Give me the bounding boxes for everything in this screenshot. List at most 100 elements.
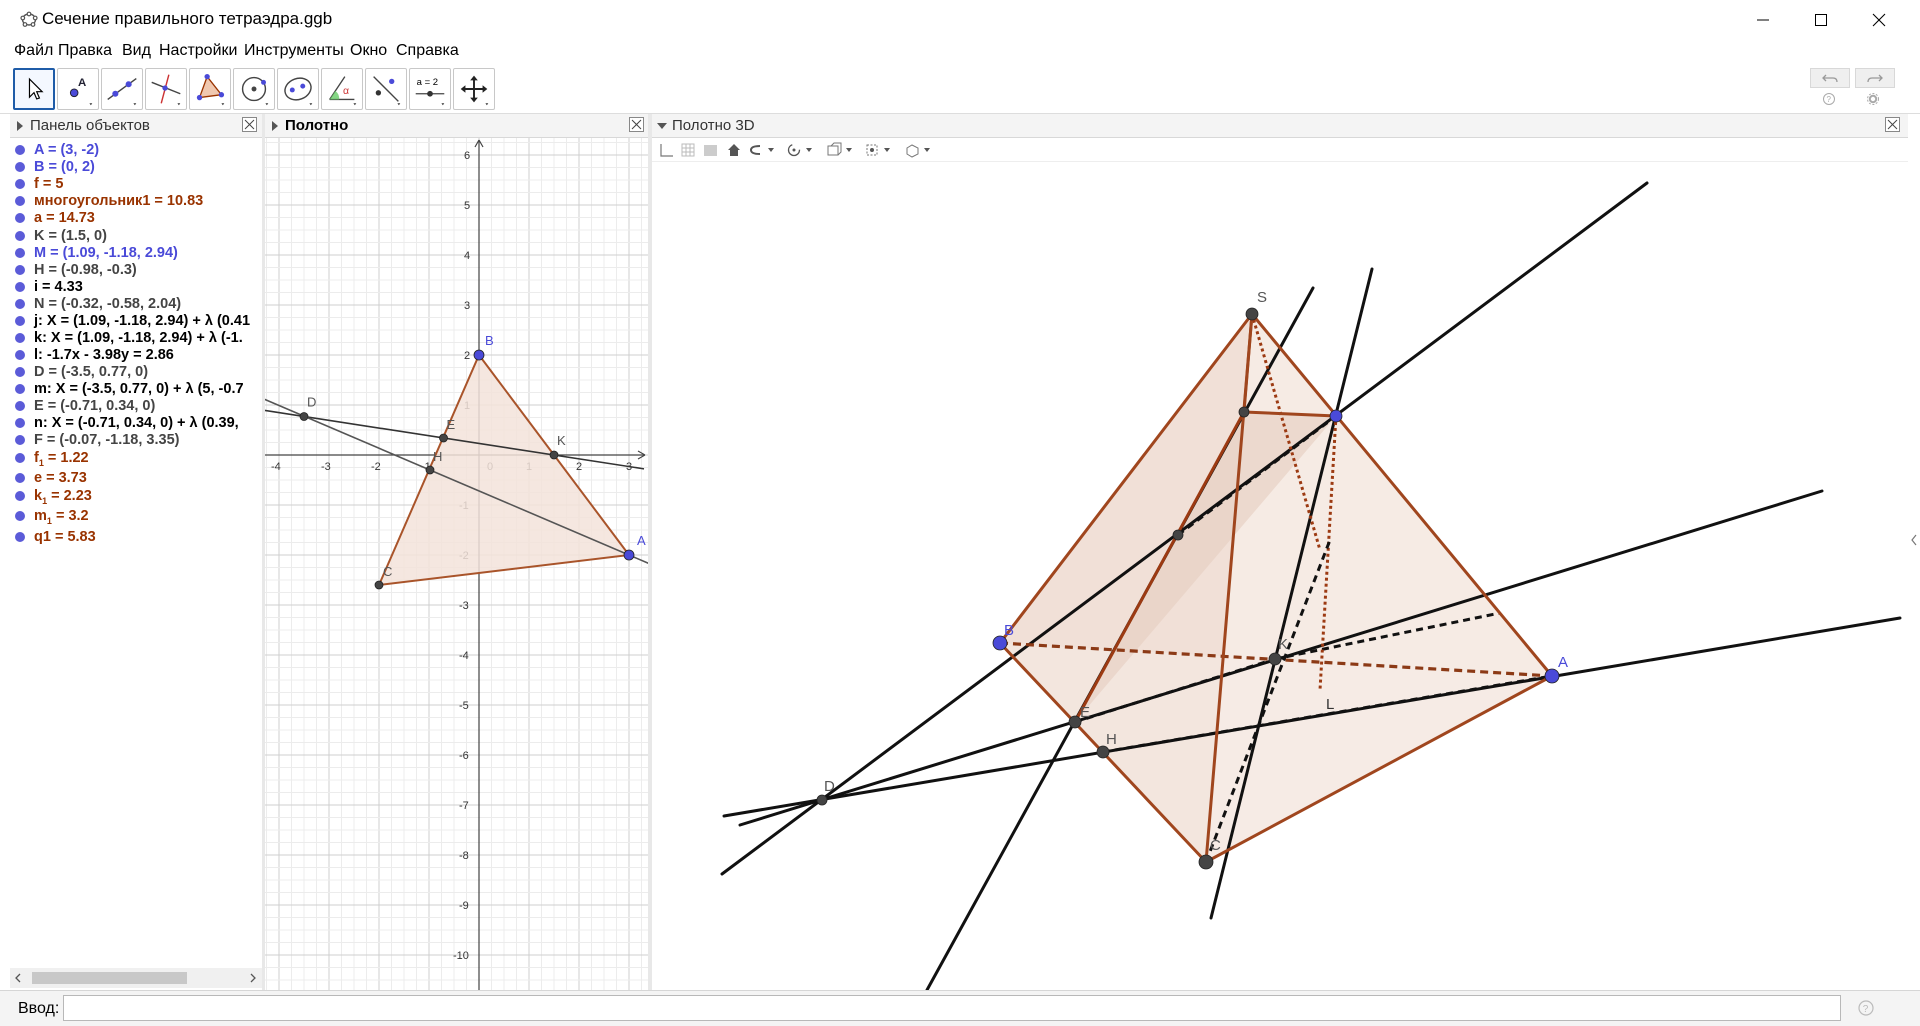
graphics3d-panel-close-button[interactable] bbox=[1885, 117, 1900, 132]
visibility-toggle-icon[interactable] bbox=[15, 511, 25, 521]
algebra-item[interactable]: f = 5 bbox=[10, 174, 262, 195]
point-a[interactable] bbox=[623, 549, 635, 561]
polygon-tool-button[interactable] bbox=[189, 68, 231, 110]
point-b[interactable] bbox=[473, 349, 485, 361]
algebra-item[interactable]: e = 3.73 bbox=[10, 468, 262, 489]
visibility-toggle-icon[interactable] bbox=[15, 162, 25, 172]
visibility-toggle-icon[interactable] bbox=[15, 282, 25, 292]
algebra-item[interactable]: B = (0, 2) bbox=[10, 157, 262, 178]
scroll-left-icon[interactable] bbox=[13, 972, 23, 984]
algebra-panel-close-button[interactable] bbox=[242, 117, 257, 132]
help-small-icon[interactable]: ? bbox=[1822, 92, 1836, 106]
point-h[interactable] bbox=[425, 465, 435, 475]
menu-settings[interactable]: Настройки bbox=[159, 42, 238, 59]
visibility-toggle-icon[interactable] bbox=[15, 231, 25, 241]
panel-expand-icon[interactable] bbox=[15, 120, 25, 132]
algebra-item[interactable]: q1 = 5.83 bbox=[10, 527, 262, 548]
input-help-icon[interactable]: ? bbox=[1857, 999, 1875, 1017]
collapse-arrow-icon[interactable] bbox=[1910, 534, 1918, 546]
algebra-horizontal-scrollbar[interactable] bbox=[10, 968, 262, 988]
reflect-tool-button[interactable] bbox=[365, 68, 407, 110]
graphics-panel-close-button[interactable] bbox=[629, 117, 644, 132]
point-k[interactable] bbox=[1268, 652, 1282, 666]
point-m[interactable] bbox=[1329, 409, 1343, 423]
point-f[interactable] bbox=[1172, 529, 1184, 541]
point-d[interactable] bbox=[816, 794, 828, 806]
point-n[interactable] bbox=[1238, 406, 1250, 418]
line-m[interactable] bbox=[265, 401, 645, 470]
animation-icon[interactable] bbox=[786, 142, 816, 158]
axes-toggle-icon[interactable] bbox=[658, 142, 674, 158]
visibility-toggle-icon[interactable] bbox=[15, 491, 25, 501]
move-graphics-tool-button[interactable] bbox=[453, 68, 495, 110]
panel-divider[interactable] bbox=[262, 114, 265, 990]
algebra-item[interactable]: M = (1.09, -1.18, 2.94) bbox=[10, 243, 262, 264]
slider-tool-button[interactable]: a = 2 bbox=[409, 68, 451, 110]
line-k[interactable] bbox=[1209, 267, 1374, 920]
edge-sa[interactable] bbox=[1250, 312, 1554, 678]
ellipse-tool-button[interactable] bbox=[277, 68, 319, 110]
point-c[interactable] bbox=[374, 580, 384, 590]
algebra-item[interactable]: f1 = 1.22 bbox=[10, 448, 262, 469]
algebra-item[interactable]: j: X = (1.09, -1.18, 2.94) + λ (0.41 bbox=[10, 311, 262, 332]
algebra-item[interactable]: m: X = (-3.5, 0.77, 0) + λ (5, -0.7 bbox=[10, 379, 262, 400]
point-b[interactable] bbox=[992, 635, 1008, 651]
settings-gear-icon[interactable] bbox=[1866, 92, 1880, 106]
visibility-toggle-icon[interactable] bbox=[15, 316, 25, 326]
section-polygon[interactable] bbox=[1075, 412, 1336, 722]
angle-tool-button[interactable]: α bbox=[321, 68, 363, 110]
line-through-m-d[interactable] bbox=[720, 181, 1649, 876]
point-s[interactable] bbox=[1245, 307, 1259, 321]
projection-icon[interactable] bbox=[904, 142, 934, 158]
visibility-toggle-icon[interactable] bbox=[15, 453, 25, 463]
edge-ac[interactable] bbox=[1204, 674, 1554, 864]
scroll-thumb[interactable] bbox=[32, 972, 187, 984]
algebra-item[interactable]: l: -1.7x - 3.98y = 2.86 bbox=[10, 345, 262, 366]
graphics-3d-canvas[interactable]: S A B C D EH K L bbox=[652, 162, 1908, 990]
point-a[interactable] bbox=[1544, 668, 1560, 684]
maximize-button[interactable] bbox=[1792, 0, 1850, 39]
line-tool-button[interactable] bbox=[101, 68, 143, 110]
panel-divider[interactable] bbox=[648, 114, 652, 990]
move-tool-button[interactable] bbox=[13, 68, 55, 110]
algebra-item[interactable]: F = (-0.07, -1.18, 3.35) bbox=[10, 430, 262, 451]
graphics-view-2d[interactable]: -4-3-2-10123654321-1-2-3-4-5-6-7-8-9-10A… bbox=[265, 138, 648, 990]
menu-window[interactable]: Окно bbox=[350, 42, 388, 59]
visibility-toggle-icon[interactable] bbox=[15, 401, 25, 411]
undo-button[interactable] bbox=[1810, 68, 1850, 88]
point-tool-button[interactable]: A bbox=[57, 68, 99, 110]
hidden-line-m-down[interactable] bbox=[1318, 415, 1338, 691]
face-abc[interactable] bbox=[1000, 643, 1552, 862]
hidden-line-ha[interactable] bbox=[1102, 674, 1553, 754]
edge-bs[interactable] bbox=[998, 312, 1254, 645]
redo-button[interactable] bbox=[1855, 68, 1895, 88]
visibility-toggle-icon[interactable] bbox=[15, 145, 25, 155]
view-direction-icon[interactable] bbox=[826, 142, 856, 158]
circle-tool-button[interactable] bbox=[233, 68, 275, 110]
algebra-item[interactable]: H = (-0.98, -0.3) bbox=[10, 260, 262, 281]
point-h[interactable] bbox=[1096, 745, 1110, 759]
algebra-item[interactable]: k: X = (1.09, -1.18, 2.94) + λ (-1. bbox=[10, 328, 262, 349]
graphics-2d-canvas[interactable]: -4-3-2-10123654321-1-2-3-4-5-6-7-8-9-10A… bbox=[265, 138, 648, 990]
home-icon[interactable] bbox=[726, 142, 742, 158]
menu-view[interactable]: Вид bbox=[122, 42, 151, 59]
hidden-line-sk[interactable] bbox=[1250, 313, 1322, 551]
panel-expand-icon[interactable] bbox=[270, 120, 280, 132]
visibility-toggle-icon[interactable] bbox=[15, 473, 25, 483]
visibility-toggle-icon[interactable] bbox=[15, 213, 25, 223]
algebra-item[interactable]: A = (3, -2) bbox=[10, 140, 262, 161]
point-k[interactable] bbox=[549, 450, 559, 460]
visibility-toggle-icon[interactable] bbox=[15, 532, 25, 542]
hidden-line-k-ext[interactable] bbox=[1274, 611, 1501, 661]
hidden-line-c-k[interactable] bbox=[1204, 539, 1332, 863]
algebra-item[interactable]: n: X = (-0.71, 0.34, 0) + λ (0.39, bbox=[10, 413, 262, 434]
point-e[interactable] bbox=[439, 433, 448, 443]
perpendicular-tool-button[interactable] bbox=[145, 68, 187, 110]
hidden-line-ek[interactable] bbox=[1074, 657, 1276, 724]
grid-toggle-icon[interactable] bbox=[680, 142, 696, 158]
visibility-toggle-icon[interactable] bbox=[15, 333, 25, 343]
point-d[interactable] bbox=[299, 412, 309, 421]
panel-collapse-icon[interactable] bbox=[657, 120, 667, 132]
algebra-item[interactable]: m1 = 3.2 bbox=[10, 506, 262, 527]
